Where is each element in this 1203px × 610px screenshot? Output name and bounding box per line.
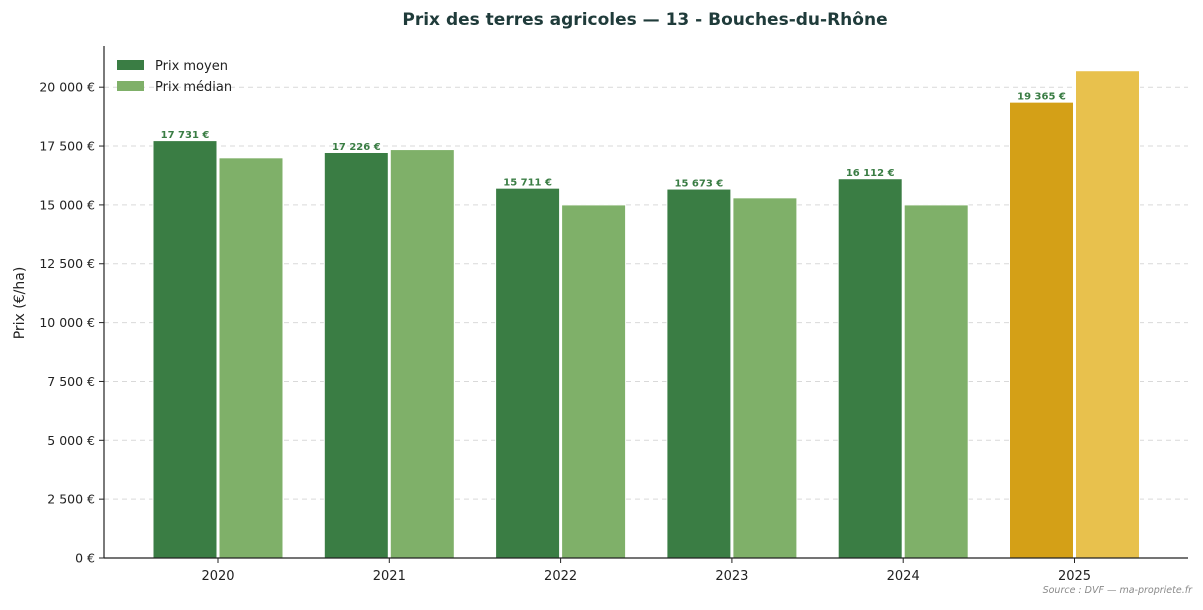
y-tick-label: 15 000 € — [39, 197, 95, 212]
data-label: 17 226 € — [332, 142, 381, 153]
source-note: Source : DVF — ma-propriete.fr — [1043, 585, 1194, 596]
bar-prix-moyen — [152, 140, 218, 559]
bar-prix-moyen — [1009, 101, 1074, 559]
legend-swatch — [117, 81, 144, 91]
y-tick-label: 2 500 € — [47, 492, 95, 507]
bars — [152, 70, 1140, 559]
bar-prix-median — [732, 197, 798, 559]
legend-label: Prix médian — [155, 80, 232, 95]
data-label: 17 731 € — [161, 130, 210, 141]
bar-prix-median — [561, 204, 627, 559]
x-tick-label: 2021 — [373, 569, 406, 584]
axes — [99, 46, 1188, 563]
data-label: 16 112 € — [846, 168, 895, 179]
bar-prix-moyen — [495, 187, 561, 559]
y-tick-label: 20 000 € — [39, 80, 95, 95]
y-tick-label: 7 500 € — [47, 374, 95, 389]
grid-lines — [104, 86, 1188, 500]
y-tick-label: 10 000 € — [39, 315, 95, 330]
y-axis-label: Prix (€/ha) — [12, 267, 28, 340]
data-label: 15 673 € — [675, 179, 724, 190]
bar-prix-moyen — [666, 188, 732, 559]
x-tick-label: 2024 — [887, 569, 920, 584]
y-tick-label: 17 500 € — [39, 139, 95, 154]
bar-prix-median — [218, 157, 284, 559]
x-tick-label: 2023 — [715, 569, 748, 584]
bar-prix-moyen — [323, 151, 389, 559]
bar-prix-moyen — [837, 178, 903, 559]
y-tick-label: 5 000 € — [47, 433, 95, 448]
legend-label: Prix moyen — [155, 59, 228, 74]
legend: Prix moyen Prix médian — [117, 59, 232, 95]
x-tick-label: 2025 — [1058, 569, 1091, 584]
y-tick-label: 12 500 € — [39, 256, 95, 271]
bar-prix-median — [1075, 70, 1140, 559]
x-tick-label: 2022 — [544, 569, 577, 584]
legend-swatch — [117, 60, 144, 70]
bar-prix-median — [389, 149, 455, 559]
data-label: 19 365 € — [1017, 92, 1066, 103]
tick-labels: 0 € 2 500 € 5 000 € 7 500 € 10 000 € 12 500 €… — [39, 80, 1091, 584]
data-labels: 17 731 € 17 226 € 15 711 € 15 673 € 16 112 €… — [161, 92, 1066, 190]
x-tick-label: 2020 — [201, 569, 234, 584]
data-label: 15 711 € — [503, 178, 552, 189]
bar-prix-median — [903, 204, 969, 559]
chart-title: Prix des terres agricoles — 13 - Bouches… — [402, 10, 887, 30]
y-tick-label: 0 € — [75, 551, 95, 566]
